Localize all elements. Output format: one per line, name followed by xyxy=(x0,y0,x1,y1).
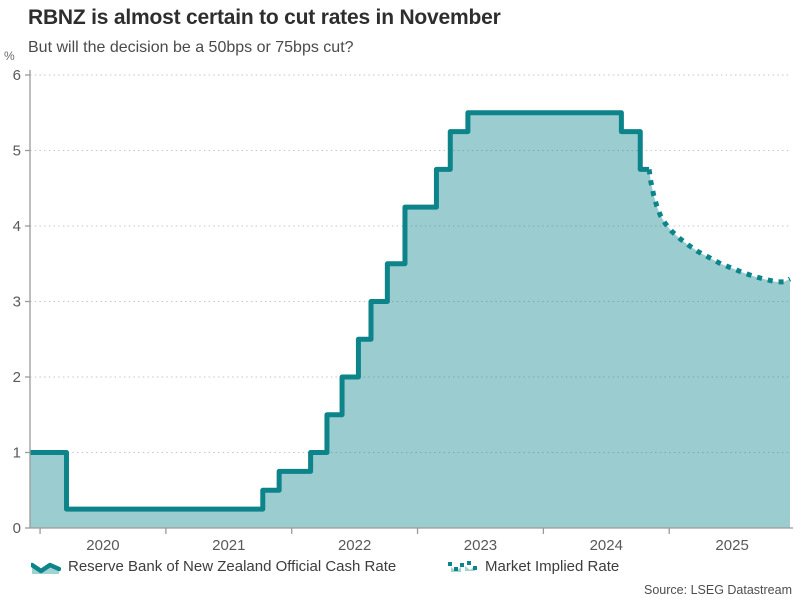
y-tick-label: 6 xyxy=(13,67,21,84)
legend-item-ocr: Reserve Bank of New Zealand Official Cas… xyxy=(31,558,396,575)
x-tick-label: 2022 xyxy=(338,537,371,554)
x-tick-label: 2024 xyxy=(590,537,623,554)
y-tick-label: 1 xyxy=(13,445,21,462)
legend-item-implied: Market Implied Rate xyxy=(448,558,619,575)
y-tick-label: 2 xyxy=(13,369,21,386)
y-tick-label: 0 xyxy=(13,520,21,537)
source-attribution: Source: LSEG Datastream xyxy=(644,583,792,597)
x-tick-label: 2023 xyxy=(464,537,497,554)
y-axis-unit-label: % xyxy=(4,49,15,63)
dotted-line-swatch-icon xyxy=(448,560,477,572)
official-cash-rate-line xyxy=(30,110,650,512)
page-title: RBNZ is almost certain to cut rates in N… xyxy=(28,6,501,29)
legend-label-implied: Market Implied Rate xyxy=(485,558,620,575)
rate-area-fill xyxy=(30,112,790,528)
x-tick-label: 2020 xyxy=(86,537,119,554)
y-tick-label: 3 xyxy=(13,294,21,311)
x-tick-label: 2025 xyxy=(715,537,748,554)
y-tick-label: 5 xyxy=(13,143,21,160)
solid-line-swatch-icon xyxy=(31,562,61,574)
y-tick-label: 4 xyxy=(13,218,21,235)
market-implied-rate-line xyxy=(646,169,792,285)
page-subtitle: But will the decision be a 50bps or 75bp… xyxy=(28,39,354,56)
x-tick-label: 2021 xyxy=(212,537,245,554)
legend-label-ocr: Reserve Bank of New Zealand Official Cas… xyxy=(68,558,397,575)
